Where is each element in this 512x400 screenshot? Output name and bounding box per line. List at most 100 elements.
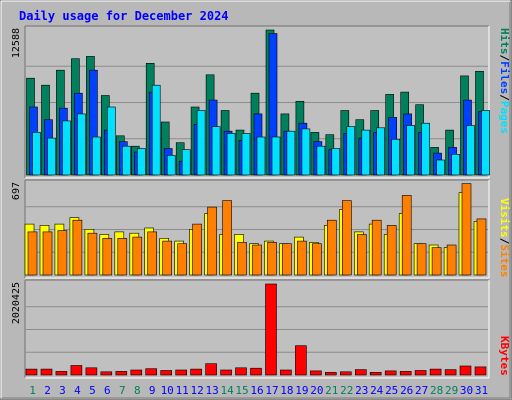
bar-pages-day-25 xyxy=(391,139,401,176)
x-tick-label: 4 xyxy=(74,384,81,397)
bar-pages-day-2 xyxy=(47,137,56,176)
bar-kbytes-day-16 xyxy=(250,367,262,376)
bar-pages-day-14 xyxy=(226,133,236,176)
bar-kbytes-day-29 xyxy=(444,369,457,376)
bar-pages-day-28 xyxy=(436,159,445,176)
x-tick-label: 31 xyxy=(475,384,488,397)
bar-kbytes-day-15 xyxy=(235,367,247,376)
x-tick-label: 24 xyxy=(370,384,384,397)
bar-kbytes-day-31 xyxy=(474,366,487,376)
x-tick-label: 26 xyxy=(400,384,413,397)
bar-sites-day-14 xyxy=(222,200,232,276)
bar-pages-day-23 xyxy=(361,129,371,176)
x-tick-label: 1 xyxy=(29,384,36,397)
bar-kbytes-day-19 xyxy=(295,345,307,376)
bar-kbytes-day-4 xyxy=(70,365,83,376)
bar-sites-day-5 xyxy=(87,232,98,276)
x-tick-label: 8 xyxy=(134,384,141,397)
bar-kbytes-day-20 xyxy=(310,370,322,376)
bar-pages-day-13 xyxy=(211,126,221,176)
bar-sites-day-22 xyxy=(341,200,352,276)
bar-pages-day-16 xyxy=(256,136,266,176)
x-tick-label: 22 xyxy=(340,384,353,397)
bar-pages-day-20 xyxy=(316,145,326,176)
bar-kbytes-day-30 xyxy=(459,365,472,376)
chart-title: Daily usage for December 2024 xyxy=(19,9,229,23)
bar-kbytes-day-3 xyxy=(55,371,68,376)
x-tick-label: 14 xyxy=(220,384,234,397)
bar-pages-day-3 xyxy=(62,120,71,176)
bar-pages-day-12 xyxy=(196,110,206,176)
max-label-kbytes: 2020425 xyxy=(11,282,22,324)
bar-kbytes-day-14 xyxy=(220,369,232,376)
x-tick-label: 15 xyxy=(235,384,248,397)
x-tick-label: 10 xyxy=(161,384,174,397)
x-tick-label: 28 xyxy=(430,384,443,397)
bar-pages-day-26 xyxy=(406,125,416,176)
panel-kbytes: 2020425 xyxy=(11,279,490,379)
bar-sites-day-17 xyxy=(267,242,277,276)
bar-kbytes-day-1 xyxy=(25,368,38,376)
bar-sites-day-27 xyxy=(416,243,427,276)
bar-pages-day-18 xyxy=(286,130,296,176)
x-tick-label: 27 xyxy=(415,384,428,397)
bar-sites-day-11 xyxy=(177,243,187,276)
bar-sites-day-24 xyxy=(371,219,382,276)
bar-sites-day-26 xyxy=(401,195,412,276)
bar-sites-day-30 xyxy=(461,183,472,276)
bar-pages-day-21 xyxy=(331,148,341,176)
bar-pages-day-11 xyxy=(181,149,191,176)
bar-pages-day-27 xyxy=(421,122,430,176)
bar-kbytes-day-10 xyxy=(160,370,172,376)
bar-pages-day-30 xyxy=(466,125,475,176)
x-tick-label: 7 xyxy=(119,384,126,397)
bar-sites-day-19 xyxy=(297,240,307,276)
x-tick-label: 3 xyxy=(59,384,66,397)
x-tick-label: 17 xyxy=(265,384,278,397)
max-label-visits: 697 xyxy=(11,182,22,200)
bar-sites-day-21 xyxy=(326,219,337,276)
legend-hits-files-pages: Hits/Files/Pages xyxy=(498,28,511,134)
bar-sites-day-29 xyxy=(446,244,457,276)
bar-pages-day-4 xyxy=(77,113,86,176)
bar-pages-day-17 xyxy=(271,136,281,176)
bar-sites-day-15 xyxy=(237,242,247,276)
x-tick-label: 23 xyxy=(355,384,368,397)
x-tick-label: 6 xyxy=(104,384,111,397)
bar-kbytes-day-11 xyxy=(175,369,187,376)
bar-pages-day-24 xyxy=(376,127,386,176)
chart-panels: 12588 697 2020425 xyxy=(11,25,490,379)
x-axis-labels: 1 2 3 4 5 6 7 8 9 10 11 12 13 14 15 16 17 18 19 20 21 22 23 24 2… xyxy=(29,384,488,397)
bar-kbytes-day-18 xyxy=(280,369,292,376)
panel-visits: 697 xyxy=(11,179,490,279)
bar-pages-day-7 xyxy=(122,145,131,176)
bar-kbytes-day-28 xyxy=(429,368,442,376)
bar-sites-day-1 xyxy=(27,231,38,276)
bar-kbytes-day-25 xyxy=(384,370,397,376)
bar-pages-day-6 xyxy=(107,106,116,176)
bar-kbytes-day-6 xyxy=(100,371,113,376)
bar-sites-day-9 xyxy=(147,231,157,276)
legends: Hits/Files/Pages Visits/Sites KBytes xyxy=(498,28,511,376)
bar-kbytes-day-2 xyxy=(40,368,53,376)
bar-kbytes-day-17 xyxy=(265,283,277,376)
bar-pages-day-31 xyxy=(481,110,490,176)
x-tick-label: 25 xyxy=(385,384,398,397)
bar-kbytes-day-7 xyxy=(115,371,128,376)
bar-sites-day-12 xyxy=(192,223,202,276)
bar-sites-day-2 xyxy=(42,231,53,276)
bar-pages-day-10 xyxy=(166,155,176,176)
x-tick-label: 12 xyxy=(190,384,203,397)
bar-pages-day-22 xyxy=(346,126,356,176)
bar-pages-day-5 xyxy=(92,136,101,176)
bar-sites-day-28 xyxy=(431,247,442,276)
bar-kbytes-day-12 xyxy=(190,368,202,376)
bar-sites-day-3 xyxy=(57,230,68,276)
x-tick-label: 30 xyxy=(460,384,473,397)
bar-pages-day-15 xyxy=(241,133,251,176)
bar-sites-day-6 xyxy=(102,238,113,276)
bar-pages-day-9 xyxy=(151,84,161,176)
x-tick-label: 18 xyxy=(280,384,293,397)
bar-sites-day-4 xyxy=(72,219,83,276)
legend-kbytes: KBytes xyxy=(498,336,511,376)
